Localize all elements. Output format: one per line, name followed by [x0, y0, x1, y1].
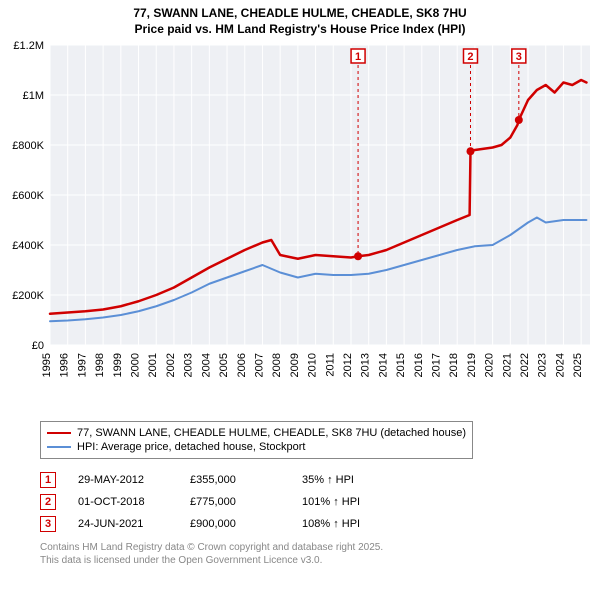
x-tick-label: 2017 [431, 353, 443, 377]
x-tick-label: 2005 [218, 353, 230, 377]
event-delta: 35% ↑ HPI [302, 474, 392, 486]
x-tick-label: 1999 [112, 353, 124, 377]
legend: 77, SWANN LANE, CHEADLE HULME, CHEADLE, … [40, 421, 473, 459]
footer: Contains HM Land Registry data © Crown c… [40, 541, 592, 567]
chart-title: 77, SWANN LANE, CHEADLE HULME, CHEADLE, … [0, 0, 600, 37]
x-tick-label: 2006 [236, 353, 248, 377]
event-date: 01-OCT-2018 [78, 496, 168, 508]
svg-text:£1.2M: £1.2M [13, 40, 44, 52]
x-tick-label: 2010 [307, 353, 319, 377]
x-tick-label: 2007 [253, 353, 265, 377]
legend-label: 77, SWANN LANE, CHEADLE HULME, CHEADLE, … [77, 427, 466, 439]
event-marker: 1 [40, 472, 56, 488]
x-tick-label: 2003 [183, 353, 195, 377]
x-tick-label: 1995 [41, 353, 53, 377]
x-tick-label: 2025 [572, 353, 584, 377]
x-tick-label: 2020 [484, 353, 496, 377]
footer-line-2: This data is licensed under the Open Gov… [40, 554, 592, 567]
x-tick-label: 2019 [466, 353, 478, 377]
x-tick-label: 2004 [200, 353, 212, 377]
legend-swatch [47, 446, 71, 448]
chart-area: £0 £200K £400K £600K £800K £1M £1.2M 1995 1996 19… [0, 37, 600, 417]
svg-text:3: 3 [516, 51, 522, 63]
legend-swatch [47, 432, 71, 434]
x-tick-label: 2015 [395, 353, 407, 377]
x-tick-label: 1998 [94, 353, 106, 377]
x-tick-label: 2013 [360, 353, 372, 377]
event-date: 29-MAY-2012 [78, 474, 168, 486]
event-marker: 2 [40, 494, 56, 510]
svg-text:£0: £0 [32, 340, 44, 352]
x-tick-label: 2000 [130, 353, 142, 377]
event-price: £355,000 [190, 474, 280, 486]
x-tick-label: 2016 [413, 353, 425, 377]
x-tick-label: 2002 [165, 353, 177, 377]
event-delta: 108% ↑ HPI [302, 518, 392, 530]
event-price: £775,000 [190, 496, 280, 508]
event-date: 24-JUN-2021 [78, 518, 168, 530]
x-tick-label: 2024 [554, 353, 566, 377]
footer-line-1: Contains HM Land Registry data © Crown c… [40, 541, 592, 554]
x-tick-label: 1996 [59, 353, 71, 377]
svg-text:£200K: £200K [12, 290, 44, 302]
event-row: 2 01-OCT-2018 £775,000 101% ↑ HPI [40, 491, 592, 513]
event-marker: 3 [40, 516, 56, 532]
legend-item: HPI: Average price, detached house, Stoc… [47, 440, 466, 454]
svg-text:2: 2 [467, 51, 473, 63]
x-tick-label: 2021 [501, 353, 513, 377]
legend-item: 77, SWANN LANE, CHEADLE HULME, CHEADLE, … [47, 426, 466, 440]
svg-text:£600K: £600K [12, 190, 44, 202]
chart-svg: £0 £200K £400K £600K £800K £1M £1.2M 1995 1996 19… [0, 37, 600, 417]
x-tick-label: 2022 [519, 353, 531, 377]
x-tick-label: 2008 [271, 353, 283, 377]
event-table: 1 29-MAY-2012 £355,000 35% ↑ HPI 2 01-OCT-201… [40, 469, 592, 535]
event-price: £900,000 [190, 518, 280, 530]
event-delta: 101% ↑ HPI [302, 496, 392, 508]
event-row: 1 29-MAY-2012 £355,000 35% ↑ HPI [40, 469, 592, 491]
legend-label: HPI: Average price, detached house, Stoc… [77, 441, 306, 453]
x-tick-label: 2014 [377, 353, 389, 377]
x-tick-label: 2018 [448, 353, 460, 377]
svg-text:£400K: £400K [12, 240, 44, 252]
svg-text:£800K: £800K [12, 140, 44, 152]
svg-text:1: 1 [355, 51, 361, 63]
x-tick-label: 2009 [289, 353, 301, 377]
event-row: 3 24-JUN-2021 £900,000 108% ↑ HPI [40, 513, 592, 535]
x-tick-label: 2023 [537, 353, 549, 377]
x-tick-label: 2011 [324, 353, 336, 377]
svg-text:£1M: £1M [23, 90, 44, 102]
x-tick-label: 1997 [76, 353, 88, 377]
x-tick-label: 2012 [342, 353, 354, 377]
x-tick-label: 2001 [147, 353, 159, 377]
